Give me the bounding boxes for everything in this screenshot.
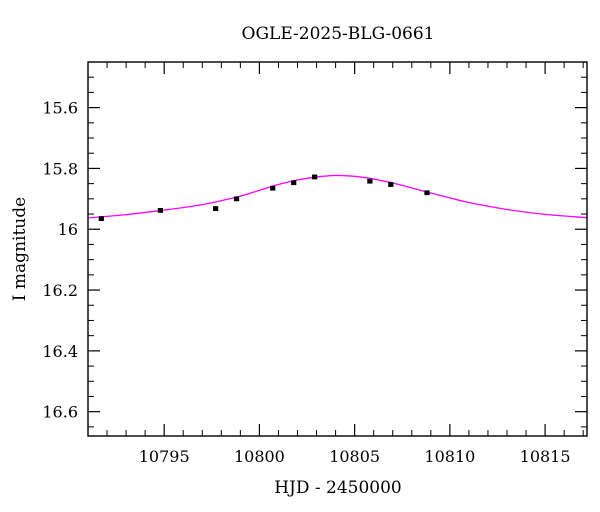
x-tick-label: 10800	[234, 447, 285, 466]
y-tick-label: 16.4	[42, 342, 78, 361]
point-marker	[98, 216, 104, 221]
data-point	[213, 206, 219, 211]
x-tick-label: 10805	[329, 447, 380, 466]
chart-title: OGLE-2025-BLG-0661	[242, 24, 435, 44]
y-tick-label: 15.6	[42, 99, 78, 118]
point-marker	[367, 178, 373, 184]
model-curve	[87, 174, 588, 219]
point-marker	[213, 206, 219, 211]
y-tick-label: 16	[58, 220, 78, 239]
data-point	[98, 216, 104, 221]
data-point	[291, 180, 297, 186]
data-point	[270, 185, 276, 191]
axis-ticks	[87, 61, 587, 436]
data-point	[312, 174, 318, 180]
point-marker	[233, 196, 240, 202]
axis-tick-labels: 10795 10800 10805 10810 10815 15.6 15.8 16 16.2 1…	[42, 99, 570, 466]
data-point	[367, 178, 373, 184]
x-axis-label: HJD - 2450000	[274, 478, 402, 498]
x-tick-label: 10810	[424, 447, 475, 466]
point-marker	[388, 182, 394, 187]
data-point	[233, 196, 240, 202]
point-marker	[157, 207, 163, 213]
y-tick-label: 16.2	[42, 281, 78, 300]
y-tick-label: 16.6	[42, 403, 78, 422]
plot-area	[87, 174, 588, 221]
plot-frame	[87, 61, 588, 437]
y-tick-label: 15.8	[42, 159, 78, 178]
point-marker	[270, 185, 276, 191]
data-point	[157, 207, 163, 213]
data-point	[388, 182, 394, 187]
point-marker	[291, 180, 297, 186]
x-tick-label: 10815	[520, 447, 571, 466]
x-tick-label: 10795	[139, 447, 190, 466]
point-marker	[312, 174, 318, 180]
data-point	[424, 190, 430, 196]
y-axis-label: I magnitude	[10, 197, 30, 301]
point-marker	[424, 190, 430, 196]
